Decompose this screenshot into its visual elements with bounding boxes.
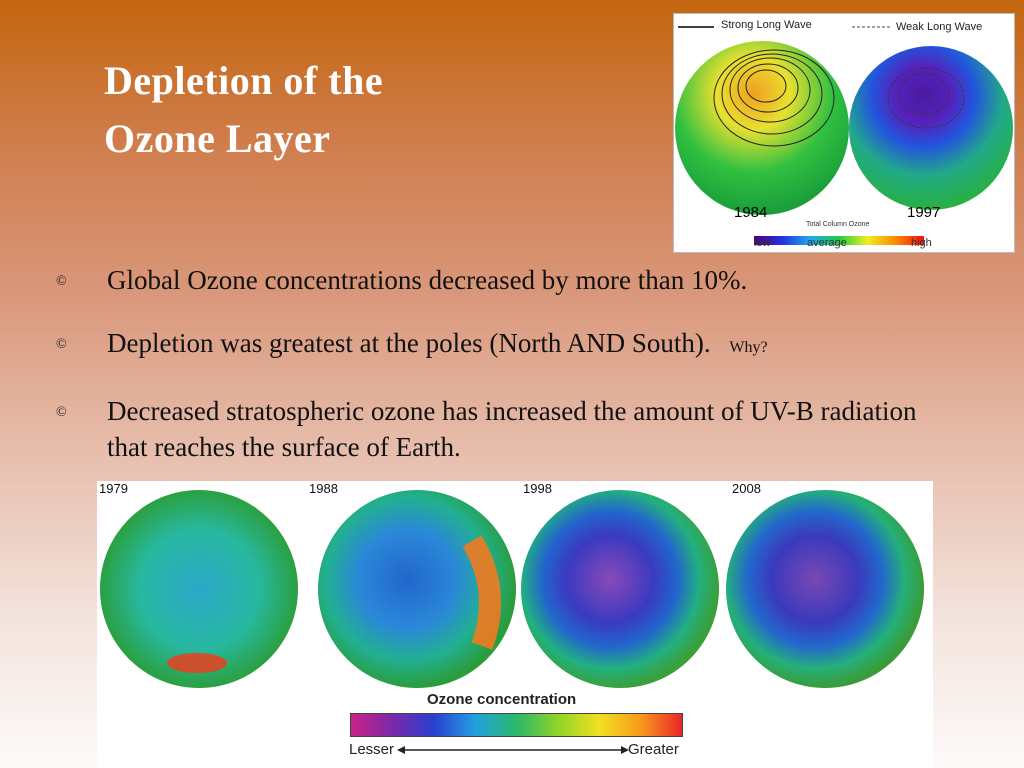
bullet-text: Depletion was greatest at the poles (Nor… [107,328,711,358]
arctic-ozone-maps [675,26,1013,215]
globe-1997 [849,46,1013,210]
scale-low-label: low [754,237,771,249]
ozone-concentration-title: Ozone concentration [427,691,577,708]
bullet-marker: © [56,274,67,289]
globe-2008 [726,490,924,688]
why-aside: Why? [729,339,768,356]
year-1997-label: 1997 [907,204,941,221]
title-line-2: Ozone Layer [104,116,331,161]
globe-1979 [100,490,298,688]
legend-weak-long-wave: Weak Long Wave [896,21,983,33]
bullet-text: Decreased stratospheric ozone has increa… [107,396,917,462]
bullet-list: © Global Ozone concentrations decreased … [56,262,956,465]
scale-greater-label: Greater [628,741,679,758]
arctic-ozone-figure: Strong Long Wave Weak Long Wave 1984 199… [673,13,1015,253]
globe-1998 [521,490,719,688]
year-2008-label: 2008 [732,481,761,496]
legend-strong-long-wave: Strong Long Wave [721,19,812,31]
antarctic-ozone-maps [100,490,924,688]
antarctic-ozone-figure: 1979 1988 1998 2008 Ozone concentration … [97,481,933,768]
slide-title: Depletion of the Ozone Layer [104,52,383,168]
ozone-color-scale [754,236,924,245]
bullet-marker: © [56,337,67,352]
bullet-item: © Global Ozone concentrations decreased … [56,262,956,298]
ozone-concentration-scale [350,713,683,737]
year-1979-label: 1979 [99,481,128,496]
bullet-item: © Decreased stratospheric ozone has incr… [56,393,956,465]
bullet-marker: © [56,405,67,420]
globe-1988 [318,490,516,688]
scale-high-label: high [911,237,932,249]
scale-lesser-label: Lesser [349,741,395,758]
globe-1984 [675,41,849,215]
year-1998-label: 1998 [523,481,552,496]
title-line-1: Depletion of the [104,58,384,103]
year-1984-label: 1984 [734,204,768,221]
scale-title: Total Column Ozone [806,221,870,228]
year-1988-label: 1988 [309,481,338,496]
bullet-text: Global Ozone concentrations decreased by… [107,265,748,295]
bullet-item: © Depletion was greatest at the poles (N… [56,325,956,366]
scale-average-label: average [807,237,847,249]
